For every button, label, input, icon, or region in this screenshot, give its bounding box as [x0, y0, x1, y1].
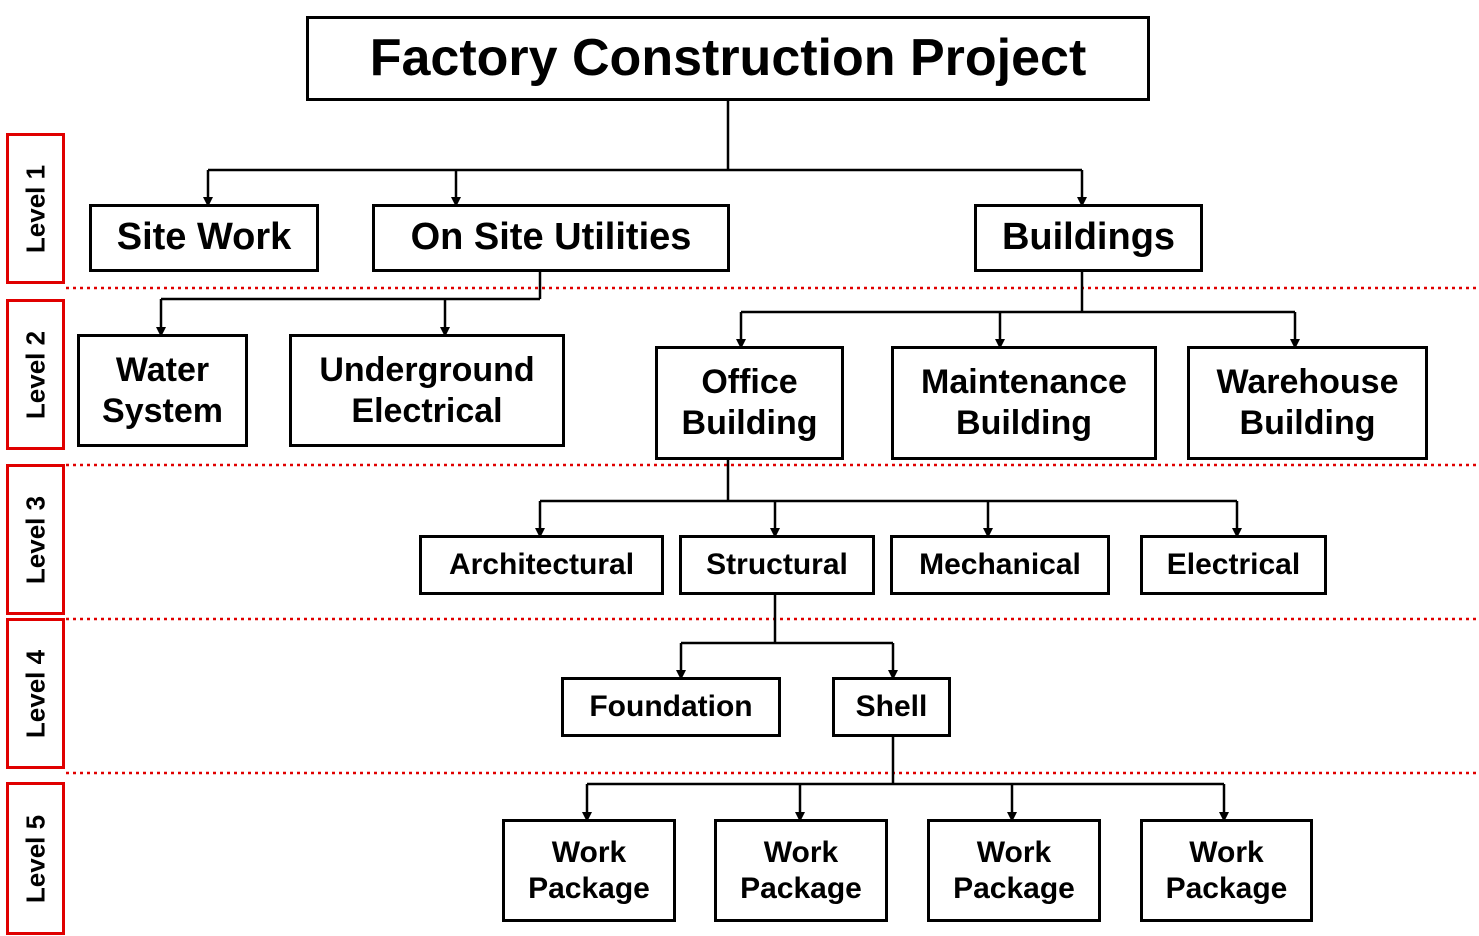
node-architectural: Architectural: [419, 535, 664, 595]
node-buildings: Buildings: [974, 204, 1203, 272]
node-on-site-utilities: On Site Utilities: [372, 204, 730, 272]
root-title: Factory Construction Project: [369, 29, 1087, 88]
node-warehouse-building: Warehouse Building: [1187, 346, 1428, 460]
level-5-tag: Level 5: [6, 782, 65, 935]
root-node: Factory Construction Project: [306, 16, 1150, 101]
node-foundation: Foundation: [561, 677, 781, 737]
node-site-work: Site Work: [89, 204, 319, 272]
node-maintenance-building: Maintenance Building: [891, 346, 1157, 460]
level-2-tag: Level 2: [6, 299, 65, 450]
level-4-tag: Level 4: [6, 618, 65, 769]
node-shell: Shell: [832, 677, 951, 737]
node-underground-electrical: Underground Electrical: [289, 334, 565, 447]
level-3-tag: Level 3: [6, 464, 65, 615]
node-mechanical: Mechanical: [890, 535, 1110, 595]
node-water-system: Water System: [77, 334, 248, 447]
node-office-building: Office Building: [655, 346, 844, 460]
node-work-package-2: Work Package: [714, 819, 888, 922]
node-work-package-4: Work Package: [1140, 819, 1313, 922]
node-work-package-1: Work Package: [502, 819, 676, 922]
tree-lines: [156, 100, 1300, 822]
level-dividers: [66, 286, 1479, 775]
node-structural: Structural: [679, 535, 875, 595]
node-electrical: Electrical: [1140, 535, 1327, 595]
level-1-tag: Level 1: [6, 133, 65, 284]
node-work-package-3: Work Package: [927, 819, 1101, 922]
